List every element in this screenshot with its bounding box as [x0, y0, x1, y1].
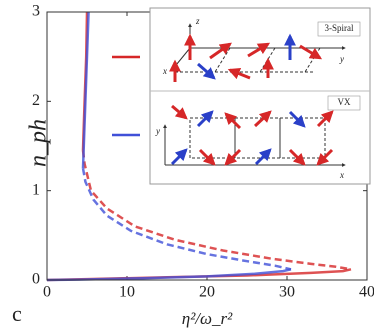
spin	[253, 110, 272, 128]
y-tick-label: 2	[32, 92, 40, 109]
spin	[196, 110, 214, 128]
spin	[170, 148, 188, 166]
legend-label: VX	[338, 97, 351, 107]
tag-box	[327, 95, 361, 111]
spin	[171, 104, 188, 120]
spin	[316, 110, 334, 128]
x-tick-label: 10	[119, 284, 135, 301]
x-axis-label: η²/ω_r²	[182, 309, 233, 328]
spin	[316, 148, 334, 166]
axis-letter: y	[155, 126, 160, 136]
spin	[299, 44, 323, 60]
y-tick-label: 1	[32, 181, 40, 198]
spin	[209, 42, 232, 60]
vx-diagram: y x VX	[155, 95, 361, 180]
axis-letter: x	[162, 66, 167, 76]
axis-letter: x	[339, 170, 344, 180]
spin	[288, 148, 306, 166]
y-tick-label: 3	[32, 3, 40, 20]
spin	[224, 112, 242, 130]
spin	[227, 67, 251, 80]
x-tick-label: 30	[279, 284, 295, 301]
x-tick-label: 0	[43, 284, 51, 301]
spin	[254, 148, 272, 166]
x-tick-label: 20	[199, 284, 215, 301]
spin	[198, 148, 216, 166]
x-tick-label: 40	[359, 284, 374, 301]
inset: z x y 3-Spiral	[149, 7, 371, 185]
series-line	[81, 150, 352, 271]
spin	[224, 148, 242, 166]
panel-label: c	[12, 301, 22, 326]
series-line	[81, 11, 90, 169]
spin	[247, 42, 271, 58]
y-tick-label: 0	[32, 271, 40, 288]
spiral-diagram: z x y 3-Spiral	[162, 16, 361, 82]
series-line	[81, 168, 292, 271]
axis-letter: y	[339, 54, 344, 64]
spin	[288, 110, 306, 128]
legend-label: 3-Spiral	[325, 23, 354, 33]
axis-letter: z	[195, 16, 200, 26]
y-axis-label: n_ph	[26, 119, 52, 167]
tag-box	[317, 21, 361, 37]
spin	[197, 62, 216, 80]
series-line	[46, 268, 292, 282]
